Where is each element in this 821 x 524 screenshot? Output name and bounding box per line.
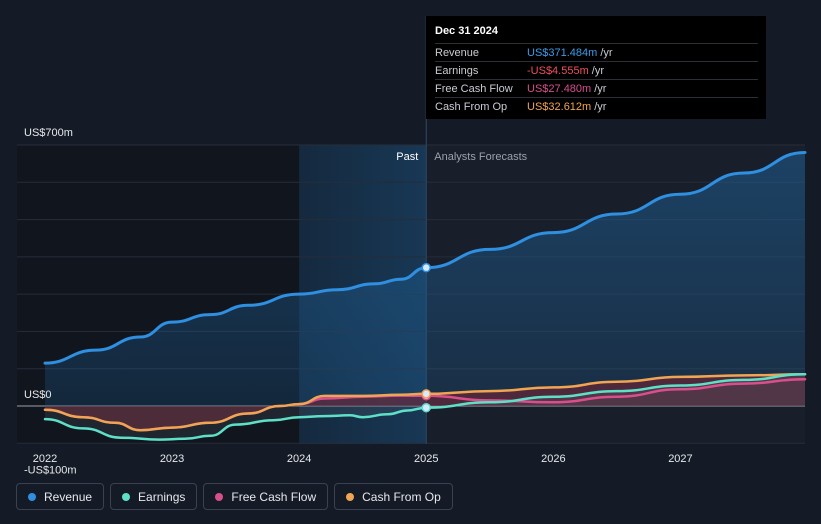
legend-dot-icon bbox=[215, 492, 224, 501]
tooltip-label: Earnings bbox=[435, 64, 479, 77]
x-tick-label: 2027 bbox=[668, 453, 692, 465]
tooltip-row-earnings: Earnings -US$4.555m /yr bbox=[435, 61, 758, 79]
tooltip-value: US$371.484m bbox=[527, 46, 598, 59]
cash-from-op-marker bbox=[421, 389, 432, 399]
legend-label: Earnings bbox=[138, 489, 186, 504]
legend-dot-icon bbox=[28, 492, 36, 501]
tooltip-row-free-cash-flow: Free Cash Flow US$27.480m /yr bbox=[435, 79, 758, 97]
legend-item-revenue[interactable]: Revenue bbox=[16, 483, 105, 510]
hover-tooltip: Dec 31 2024 Revenue US$371.484m /yr Earn… bbox=[426, 16, 766, 119]
tooltip-label: Free Cash Flow bbox=[435, 82, 513, 95]
legend-label: Free Cash Flow bbox=[231, 489, 317, 504]
revenue-marker bbox=[421, 262, 432, 273]
legend-dot-icon bbox=[346, 492, 355, 501]
cash-from-op-area bbox=[45, 374, 805, 431]
y-tick-label: US$700m bbox=[24, 127, 73, 139]
past-label: Past bbox=[396, 151, 418, 163]
tooltip-row-revenue: Revenue US$371.484m /yr bbox=[435, 43, 758, 61]
tooltip-label: Revenue bbox=[435, 46, 480, 59]
x-tick-label: 2026 bbox=[541, 453, 565, 465]
tooltip-label: Cash From Op bbox=[435, 100, 508, 113]
x-tick-label: 2023 bbox=[160, 453, 184, 465]
tooltip-unit: /yr bbox=[594, 100, 607, 113]
tooltip-unit: /yr bbox=[594, 82, 607, 95]
tooltip-date: Dec 31 2024 bbox=[435, 25, 498, 37]
legend-item-earnings[interactable]: Earnings bbox=[110, 483, 198, 510]
x-tick-label: 2025 bbox=[414, 453, 438, 465]
earnings-marker bbox=[421, 402, 432, 413]
legend-item-cash-from-op[interactable]: Cash From Op bbox=[334, 483, 453, 510]
legend-dot-icon bbox=[122, 492, 131, 501]
legend-label: Cash From Op bbox=[362, 489, 441, 504]
x-tick-label: 2022 bbox=[33, 453, 57, 465]
tooltip-value: US$32.612m bbox=[527, 100, 592, 113]
chart-legend: Revenue Earnings Free Cash Flow Cash Fro… bbox=[16, 483, 453, 512]
earnings-line bbox=[43, 373, 807, 441]
cash-from-op-line bbox=[43, 373, 807, 432]
tooltip-value: US$27.480m bbox=[527, 82, 592, 95]
revenue-area bbox=[45, 152, 805, 406]
tooltip-unit: /yr bbox=[591, 64, 604, 77]
tooltip-value: -US$4.555m bbox=[527, 64, 589, 77]
legend-item-free-cash-flow[interactable]: Free Cash Flow bbox=[203, 483, 329, 510]
x-tick-label: 2024 bbox=[287, 453, 311, 465]
revenue-line bbox=[43, 151, 807, 365]
tooltip-row-cash-from-op: Cash From Op US$32.612m /yr bbox=[435, 97, 758, 115]
forecast-label: Analysts Forecasts bbox=[434, 151, 527, 163]
legend-label: Revenue bbox=[44, 489, 93, 504]
tooltip-unit: /yr bbox=[600, 46, 613, 59]
y-tick-label: -US$100m bbox=[24, 464, 77, 476]
y-tick-label: US$0 bbox=[24, 389, 52, 401]
